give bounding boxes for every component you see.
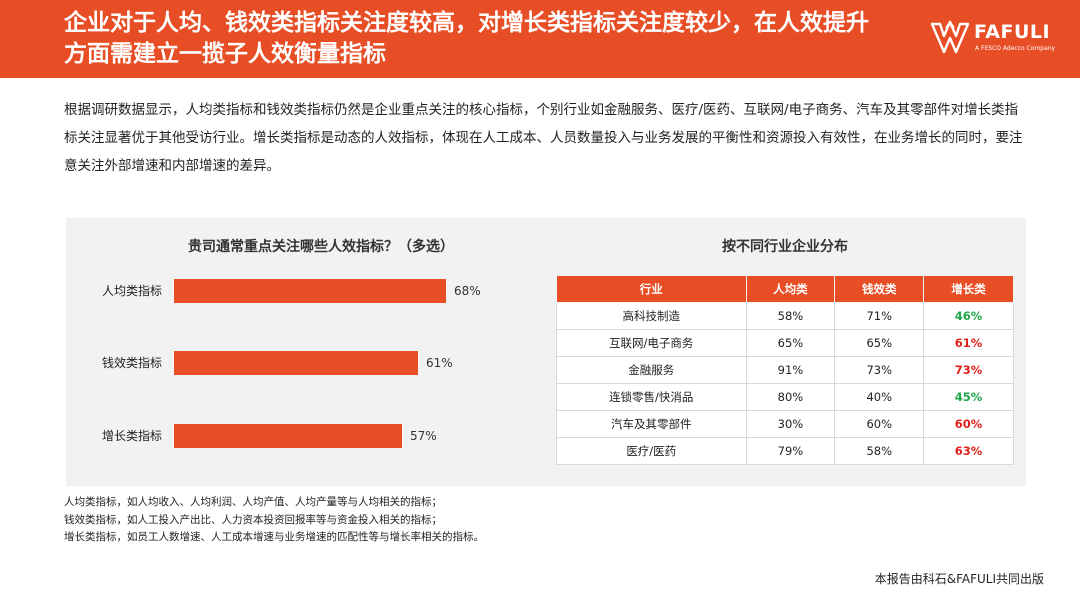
cell-per-capita: 91% bbox=[745, 356, 836, 384]
cell-per-capita: 58% bbox=[745, 302, 836, 330]
bar bbox=[174, 351, 418, 375]
cell-industry: 高科技制造 bbox=[556, 302, 747, 330]
header-industry: 行业 bbox=[556, 275, 747, 303]
table-row: 金融服务 91% 73% 73% bbox=[556, 356, 1014, 384]
cell-per-capita: 80% bbox=[745, 383, 836, 411]
cell-money-efficiency: 58% bbox=[834, 437, 925, 465]
fafuli-logo: FAFULI A FESCO Adecco Company bbox=[930, 18, 1060, 60]
cell-industry: 连锁零售/快消品 bbox=[556, 383, 747, 411]
note-per-capita: 人均类指标，如人均收入、人均利润、人均产值、人均产量等与人均相关的指标； bbox=[64, 496, 442, 508]
logo-text: FAFULI bbox=[974, 21, 1051, 43]
cell-growth: 46% bbox=[923, 302, 1014, 330]
cell-industry: 互联网/电子商务 bbox=[556, 329, 747, 357]
cell-money-efficiency: 65% bbox=[834, 329, 925, 357]
table-row: 互联网/电子商务 65% 65% 61% bbox=[556, 329, 1014, 357]
cell-per-capita: 79% bbox=[745, 437, 836, 465]
table-header-row: 行业 人均类 钱效类 增长类 bbox=[556, 275, 1014, 303]
industry-table: 行业 人均类 钱效类 增长类 高科技制造 58% 71% 46% 互联网/电子商务 65%… bbox=[556, 275, 1014, 465]
cell-industry: 汽车及其零部件 bbox=[556, 410, 747, 438]
bar-category-label: 增长类指标 bbox=[102, 428, 162, 443]
table-title: 按不同行业企业分布 bbox=[722, 239, 848, 255]
bar-value-label: 57% bbox=[410, 429, 437, 443]
cell-money-efficiency: 40% bbox=[834, 383, 925, 411]
bar-value-label: 61% bbox=[426, 356, 453, 370]
table-row: 汽车及其零部件 30% 60% 60% bbox=[556, 410, 1014, 438]
cell-money-efficiency: 73% bbox=[834, 356, 925, 384]
source-credit: 本报告由科石&FAFULI共同出版 bbox=[874, 572, 1044, 586]
header-money-efficiency: 钱效类 bbox=[834, 275, 925, 303]
content-panel: 贵司通常重点关注哪些人效指标？（多选） 人均类指标 68% 钱效类指标 61% 增长类指… bbox=[66, 218, 1026, 486]
logo-subtitle: A FESCO Adecco Company bbox=[975, 45, 1056, 52]
bar-chart-title: 贵司通常重点关注哪些人效指标？（多选） bbox=[188, 239, 454, 255]
cell-industry: 医疗/医药 bbox=[556, 437, 747, 465]
cell-per-capita: 65% bbox=[745, 329, 836, 357]
bar-value-label: 68% bbox=[454, 284, 481, 298]
note-money-efficiency: 钱效类指标，如人工投入产出比、人力资本投资回报率等与资金投入相关的指标； bbox=[64, 513, 442, 526]
bar bbox=[174, 424, 402, 448]
header-per-capita: 人均类 bbox=[745, 275, 836, 303]
header-banner: 企业对于人均、钱效类指标关注度较高，对增长类指标关注度较少，在人效提升方面需建立… bbox=[0, 0, 1080, 78]
cell-growth: 63% bbox=[923, 437, 1014, 465]
bar bbox=[174, 279, 446, 303]
definition-notes: 人均类指标，如人均收入、人均利润、人均产值、人均产量等与人均相关的指标； 钱效类… bbox=[64, 494, 764, 547]
intro-paragraph: 根据调研数据显示，人均类指标和钱效类指标仍然是企业重点关注的核心指标，个别行业如… bbox=[64, 102, 1023, 174]
bar-chart: 人均类指标 68% 钱效类指标 61% 增长类指标 57% bbox=[102, 279, 481, 448]
fafuli-logo-icon bbox=[930, 20, 970, 54]
cell-growth: 61% bbox=[923, 329, 1014, 357]
cell-money-efficiency: 71% bbox=[834, 302, 925, 330]
note-growth: 增长类指标，如员工人数增速、人工成本增速与业务增速的匹配性等与增长率相关的指标。 bbox=[64, 531, 484, 543]
header-growth: 增长类 bbox=[923, 275, 1014, 303]
table-row: 连锁零售/快消品 80% 40% 45% bbox=[556, 383, 1014, 411]
page-title: 企业对于人均、钱效类指标关注度较高，对增长类指标关注度较少，在人效提升方面需建立… bbox=[64, 10, 869, 67]
cell-per-capita: 30% bbox=[745, 410, 836, 438]
cell-industry: 金融服务 bbox=[556, 356, 747, 384]
bar-category-label: 人均类指标 bbox=[102, 283, 162, 298]
cell-growth: 73% bbox=[923, 356, 1014, 384]
table-row: 高科技制造 58% 71% 46% bbox=[556, 302, 1014, 330]
cell-money-efficiency: 60% bbox=[834, 410, 925, 438]
cell-growth: 45% bbox=[923, 383, 1014, 411]
table-row: 医疗/医药 79% 58% 63% bbox=[556, 437, 1014, 465]
bar-category-label: 钱效类指标 bbox=[102, 355, 162, 370]
cell-growth: 60% bbox=[923, 410, 1014, 438]
